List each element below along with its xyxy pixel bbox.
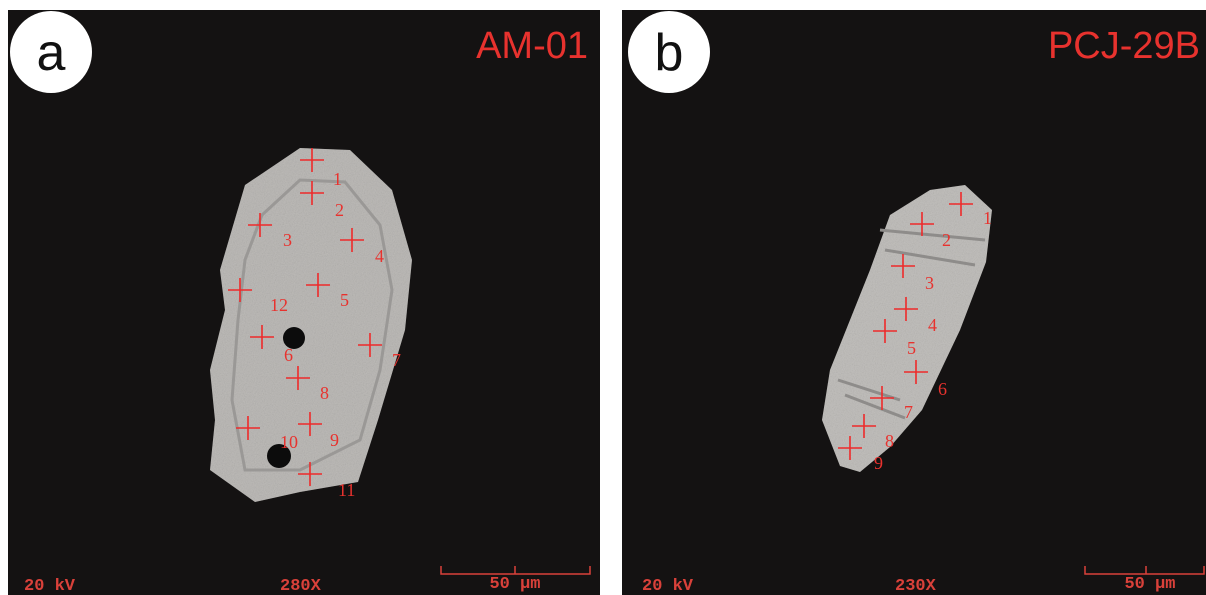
spot-label: 9	[330, 430, 339, 450]
figure: a AM-01 20 kV 280X 50 µm b PCJ-29B 20 kV…	[0, 0, 1206, 595]
spot-label: 6	[284, 345, 293, 365]
spot-label: 3	[283, 230, 292, 250]
spot-label: 5	[907, 338, 916, 358]
magnification: 230X	[895, 577, 937, 595]
spot-label: 2	[335, 200, 344, 220]
magnification: 280X	[280, 577, 322, 595]
voltage: 20 kV	[642, 577, 694, 595]
spot-label: 7	[904, 402, 913, 422]
spot-label: 1	[983, 208, 992, 228]
panel-letter: b	[655, 24, 684, 82]
spot-label: 10	[280, 432, 298, 452]
panel-a: a AM-01 20 kV 280X 50 µm	[8, 10, 600, 595]
spot-label: 9	[874, 453, 883, 473]
scale-label: 50 µm	[1124, 575, 1175, 594]
spot-label: 4	[375, 246, 384, 266]
spot-label: 6	[938, 379, 947, 399]
spot-label: 8	[320, 383, 329, 403]
spot-label: 2	[942, 230, 951, 250]
sample-name: PCJ-29B	[1048, 25, 1200, 67]
spot-label: 1	[333, 169, 342, 189]
scale-label: 50 µm	[489, 575, 540, 594]
panel-b: b PCJ-29B 20 kV 230X 50 µm	[622, 10, 1206, 595]
sample-name: AM-01	[476, 25, 588, 67]
spot-label: 4	[928, 315, 937, 335]
spot-label: 7	[392, 350, 401, 370]
spot-label: 12	[270, 295, 288, 315]
spot-label: 5	[340, 290, 349, 310]
panel-letter: a	[37, 24, 66, 82]
spot-label: 8	[885, 431, 894, 451]
spot-label: 3	[925, 273, 934, 293]
voltage: 20 kV	[24, 577, 76, 595]
spot-label: 11	[338, 480, 355, 500]
